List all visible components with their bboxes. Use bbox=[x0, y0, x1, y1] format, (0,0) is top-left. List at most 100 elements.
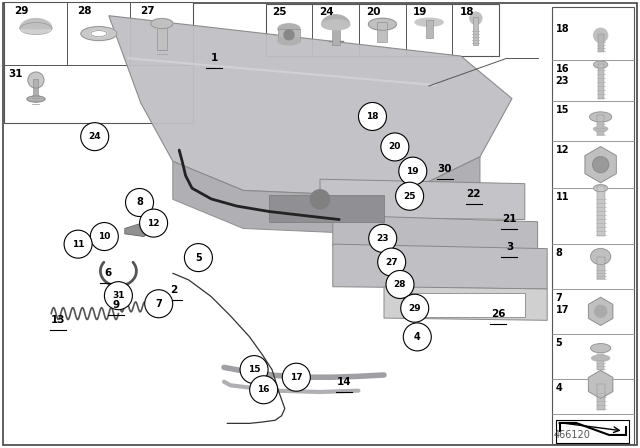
Circle shape bbox=[369, 224, 397, 252]
FancyBboxPatch shape bbox=[552, 7, 634, 444]
Circle shape bbox=[593, 157, 609, 172]
Circle shape bbox=[401, 294, 429, 322]
Text: 29: 29 bbox=[408, 304, 421, 313]
Circle shape bbox=[470, 12, 482, 24]
Polygon shape bbox=[125, 222, 152, 237]
Text: 14: 14 bbox=[337, 377, 351, 387]
Circle shape bbox=[282, 363, 310, 391]
Ellipse shape bbox=[589, 112, 612, 122]
Text: 23: 23 bbox=[376, 234, 389, 243]
FancyBboxPatch shape bbox=[426, 20, 433, 38]
Circle shape bbox=[378, 248, 406, 276]
Circle shape bbox=[240, 356, 268, 383]
FancyBboxPatch shape bbox=[556, 421, 629, 444]
Circle shape bbox=[396, 182, 424, 210]
Text: 28: 28 bbox=[394, 280, 406, 289]
Text: 5: 5 bbox=[556, 338, 563, 348]
Text: 7
17: 7 17 bbox=[556, 293, 569, 314]
Text: 5: 5 bbox=[195, 253, 202, 263]
FancyBboxPatch shape bbox=[266, 4, 499, 56]
Text: 21: 21 bbox=[502, 214, 516, 224]
Text: 16: 16 bbox=[257, 385, 270, 394]
Text: 15: 15 bbox=[556, 105, 569, 115]
FancyBboxPatch shape bbox=[33, 79, 38, 99]
FancyBboxPatch shape bbox=[3, 3, 637, 445]
Polygon shape bbox=[333, 244, 547, 289]
Text: 11: 11 bbox=[556, 192, 569, 202]
FancyBboxPatch shape bbox=[278, 29, 300, 41]
Text: 18: 18 bbox=[556, 24, 570, 34]
Ellipse shape bbox=[278, 37, 300, 45]
FancyBboxPatch shape bbox=[597, 115, 604, 135]
Text: 22: 22 bbox=[467, 189, 481, 198]
Text: 19: 19 bbox=[406, 167, 419, 176]
Circle shape bbox=[64, 230, 92, 258]
Text: 13: 13 bbox=[51, 315, 65, 325]
Polygon shape bbox=[322, 15, 349, 25]
Text: 8: 8 bbox=[556, 248, 563, 258]
Text: 4: 4 bbox=[556, 383, 563, 392]
FancyBboxPatch shape bbox=[474, 17, 478, 45]
FancyBboxPatch shape bbox=[597, 354, 604, 370]
Ellipse shape bbox=[415, 18, 443, 26]
Ellipse shape bbox=[591, 344, 611, 353]
Text: 20: 20 bbox=[366, 8, 381, 17]
Text: 7: 7 bbox=[156, 299, 162, 309]
Text: 18: 18 bbox=[460, 8, 474, 17]
Text: 25: 25 bbox=[273, 8, 287, 17]
Circle shape bbox=[358, 103, 387, 130]
Text: 25: 25 bbox=[403, 192, 416, 201]
Polygon shape bbox=[384, 287, 547, 320]
FancyBboxPatch shape bbox=[596, 186, 605, 236]
Circle shape bbox=[104, 282, 132, 310]
Text: 2: 2 bbox=[170, 285, 178, 295]
FancyBboxPatch shape bbox=[598, 34, 604, 52]
Circle shape bbox=[184, 244, 212, 271]
Text: 20: 20 bbox=[388, 142, 401, 151]
FancyBboxPatch shape bbox=[332, 23, 340, 45]
Ellipse shape bbox=[591, 355, 610, 361]
FancyBboxPatch shape bbox=[596, 384, 605, 410]
Circle shape bbox=[284, 30, 294, 40]
Polygon shape bbox=[20, 19, 52, 29]
Polygon shape bbox=[109, 16, 512, 197]
Text: 18: 18 bbox=[366, 112, 379, 121]
Text: 8: 8 bbox=[136, 198, 143, 207]
Ellipse shape bbox=[151, 19, 173, 29]
Circle shape bbox=[28, 72, 44, 88]
FancyBboxPatch shape bbox=[269, 195, 384, 222]
Text: 16
23: 16 23 bbox=[556, 65, 569, 86]
Text: 27: 27 bbox=[140, 6, 154, 16]
FancyBboxPatch shape bbox=[598, 64, 604, 99]
Ellipse shape bbox=[278, 24, 300, 34]
Text: 31: 31 bbox=[8, 69, 23, 79]
Ellipse shape bbox=[27, 96, 45, 102]
FancyBboxPatch shape bbox=[4, 2, 193, 123]
FancyBboxPatch shape bbox=[403, 293, 525, 317]
Text: 27: 27 bbox=[385, 258, 398, 267]
Text: 12: 12 bbox=[556, 145, 569, 155]
Circle shape bbox=[140, 209, 168, 237]
Text: 26: 26 bbox=[491, 310, 505, 319]
FancyBboxPatch shape bbox=[378, 22, 387, 42]
Circle shape bbox=[403, 323, 431, 351]
Text: 3: 3 bbox=[506, 242, 513, 252]
Text: 9: 9 bbox=[113, 300, 120, 310]
Text: 4: 4 bbox=[414, 332, 420, 342]
Polygon shape bbox=[173, 157, 480, 235]
Circle shape bbox=[399, 157, 427, 185]
Polygon shape bbox=[333, 215, 538, 251]
Text: 29: 29 bbox=[14, 6, 28, 16]
Text: 24: 24 bbox=[319, 8, 334, 17]
Ellipse shape bbox=[91, 30, 107, 37]
Text: 12: 12 bbox=[147, 219, 160, 228]
Text: 17: 17 bbox=[290, 373, 303, 382]
Ellipse shape bbox=[81, 26, 117, 41]
Circle shape bbox=[145, 290, 173, 318]
Ellipse shape bbox=[594, 126, 607, 131]
Text: 19: 19 bbox=[413, 8, 427, 17]
Text: 31: 31 bbox=[112, 291, 125, 300]
Circle shape bbox=[125, 189, 154, 216]
Ellipse shape bbox=[591, 249, 611, 265]
Text: 466120: 466120 bbox=[554, 430, 591, 439]
